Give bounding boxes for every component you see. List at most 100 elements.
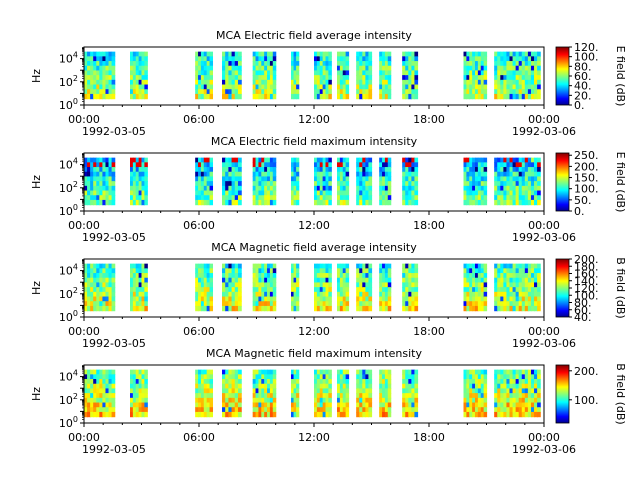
spectrogram-cell	[365, 263, 370, 269]
spectrogram-cell	[293, 411, 297, 418]
spectrogram-cell	[237, 56, 242, 62]
spectrogram-cell	[405, 190, 409, 196]
spectrogram-cell	[99, 393, 103, 399]
spectrogram-cell	[316, 383, 321, 390]
spectrogram-cell	[527, 84, 532, 90]
spectrogram-cell	[342, 51, 347, 57]
spectrogram-cell	[102, 268, 107, 274]
spectrogram-cell	[356, 157, 360, 163]
spectrogram-cell	[261, 79, 265, 86]
spectrogram-cell	[198, 93, 202, 100]
spectrogram-cell	[198, 61, 202, 67]
spectrogram-cell	[356, 61, 360, 67]
spectrogram-cell	[105, 388, 110, 394]
spectrogram-cell	[206, 374, 211, 380]
spectrogram-cell	[209, 195, 214, 201]
spectrogram-cell	[203, 190, 208, 196]
spectrogram-cell	[402, 181, 406, 187]
spectrogram-cell	[339, 374, 344, 380]
spectrogram-cell	[203, 301, 208, 307]
spectrogram-cell	[209, 263, 214, 269]
spectrogram-cell	[384, 195, 389, 201]
spectrogram-cell	[269, 268, 274, 274]
spectrogram-cell	[108, 305, 113, 312]
spectrogram-cell	[255, 167, 260, 173]
spectrogram-cell	[524, 407, 529, 413]
spectrogram-cell	[382, 190, 386, 196]
spectrogram-cell	[530, 185, 535, 192]
spectrogram-cell	[316, 65, 321, 72]
spectrogram-cell	[111, 273, 116, 279]
spectrogram-cell	[469, 162, 473, 168]
spectrogram-cell	[408, 263, 412, 269]
spectrogram-cell	[512, 393, 517, 399]
spectrogram-cell	[228, 402, 233, 408]
spectrogram-cell	[231, 167, 236, 173]
spectrogram-cell	[198, 397, 202, 404]
spectrogram-cell	[316, 407, 321, 413]
spectrogram-cell	[472, 171, 476, 178]
spectrogram-cell	[209, 51, 214, 57]
spectrogram-cell	[84, 70, 88, 76]
spectrogram-cell	[144, 388, 148, 394]
spectrogram-cell	[384, 176, 389, 182]
spectrogram-cell	[93, 374, 97, 380]
spectrogram-cell	[509, 61, 514, 67]
spectrogram-cell	[506, 190, 511, 196]
spectrogram-cell	[509, 167, 514, 173]
spectrogram-cell	[93, 185, 97, 192]
spectrogram-cell	[500, 171, 504, 178]
spectrogram-cell	[362, 171, 366, 178]
spectrogram-cell	[267, 89, 271, 95]
spectrogram-cell	[337, 305, 341, 312]
x-tick-label: 12:00	[298, 431, 330, 444]
spectrogram-cell	[314, 199, 318, 206]
colorbar-tick-label: 120.	[574, 282, 599, 295]
spectrogram-cell	[130, 199, 134, 206]
spectrogram-cell	[518, 397, 523, 404]
spectrogram-cell	[356, 291, 360, 298]
spectrogram-cell	[342, 84, 347, 90]
panel-4: MCA Magnetic field maximum intensity1001…	[30, 347, 627, 456]
spectrogram-cell	[228, 65, 233, 72]
spectrogram-cell	[130, 383, 134, 390]
spectrogram-cell	[87, 301, 91, 307]
spectrogram-cell	[483, 93, 488, 100]
spectrogram-cell	[362, 411, 366, 418]
spectrogram-cell	[206, 56, 211, 62]
spectrogram-cell	[314, 89, 318, 95]
spectrogram-cell	[506, 282, 511, 288]
colorbar-tick-label: 100.	[574, 51, 599, 64]
spectrogram-cell	[225, 282, 229, 288]
spectrogram-cell	[144, 56, 148, 62]
spectrogram-cell	[356, 263, 360, 269]
spectrogram-cell	[414, 181, 419, 187]
spectrogram-cell	[402, 393, 406, 399]
spectrogram-cell	[477, 407, 482, 413]
spectrogram-cell	[472, 393, 476, 399]
spectrogram-cell	[269, 291, 274, 298]
spectrogram-cell	[314, 263, 318, 269]
spectrogram-cell	[93, 277, 97, 284]
spectrogram-cell	[483, 176, 488, 182]
spectrogram-cell	[237, 51, 242, 57]
spectrogram-cell	[530, 397, 535, 404]
spectrogram-cell	[261, 393, 265, 399]
spectrogram-cell	[96, 268, 100, 274]
spectrogram-cell	[96, 393, 100, 399]
spectrogram-cell	[267, 287, 271, 293]
spectrogram-cell	[272, 65, 277, 72]
spectrogram-cell	[234, 393, 239, 399]
spectrogram-cell	[530, 402, 535, 408]
spectrogram-cell	[402, 199, 406, 206]
spectrogram-cell	[362, 70, 366, 76]
spectrogram-cell	[267, 374, 271, 380]
spectrogram-cell	[494, 171, 498, 178]
spectrogram-cell	[497, 176, 501, 182]
spectrogram-cell	[209, 93, 214, 100]
spectrogram-cell	[102, 287, 107, 293]
spectrogram-cell	[411, 374, 416, 380]
y-tick-exponent: 2	[73, 286, 78, 295]
spectrogram-cell	[200, 171, 205, 178]
spectrogram-cell	[267, 51, 271, 57]
